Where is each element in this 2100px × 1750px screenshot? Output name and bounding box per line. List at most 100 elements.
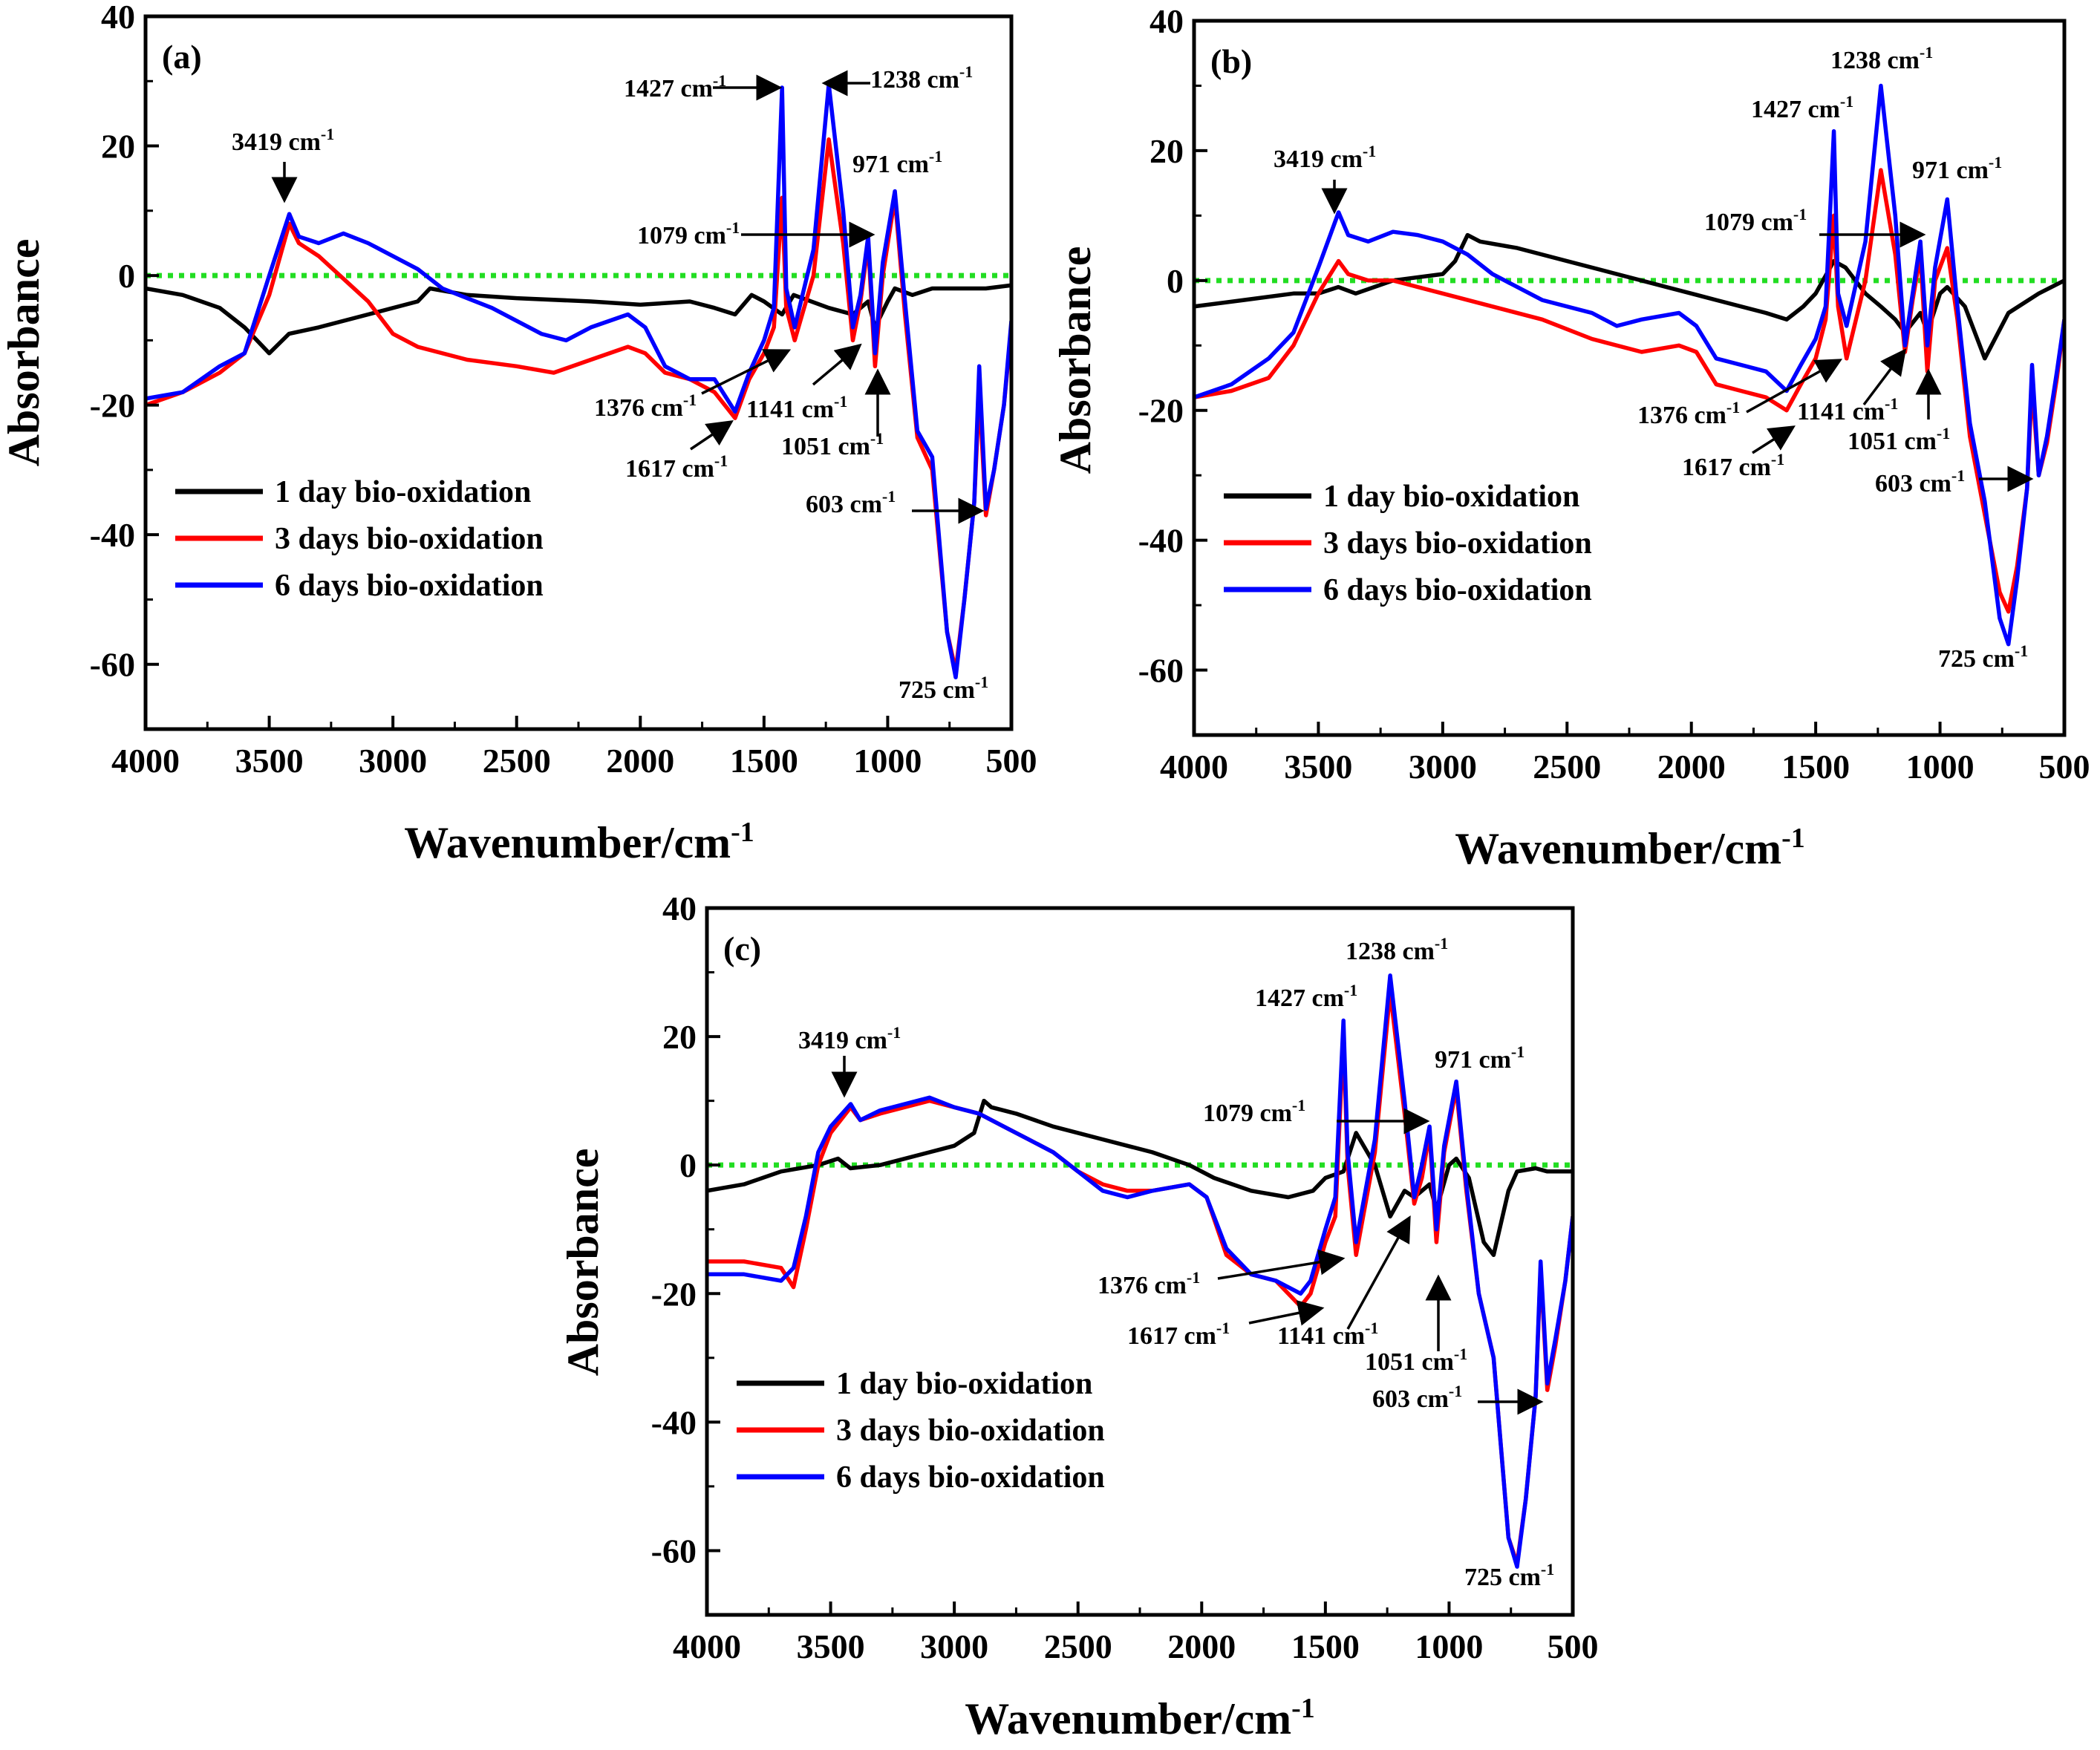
peak-annotation: 603 cm-1: [1372, 1382, 1462, 1413]
x-tick-label: 1500: [1291, 1627, 1360, 1665]
x-tick-label: 500: [986, 742, 1037, 780]
x-tick-label: 2000: [606, 742, 674, 780]
legend-label-1: 1 day bio-oxidation: [836, 1367, 1092, 1401]
x-axis-title: Wavenumber/cm-1: [1455, 823, 1805, 873]
legend-label-3: 6 days bio-oxidation: [836, 1460, 1105, 1495]
legend-label-2: 3 days bio-oxidation: [1323, 526, 1592, 561]
annotation-arrow: [1346, 1215, 1411, 1330]
panel-label: (b): [1210, 42, 1252, 80]
annotation-arrow: [1752, 425, 1796, 454]
annotation-arrow: [1248, 1300, 1325, 1326]
x-tick-label: 4000: [1160, 748, 1228, 786]
y-tick-label: 40: [101, 0, 135, 36]
peak-annotation: 1051 cm-1: [1365, 1345, 1467, 1376]
series-line-2: [1194, 168, 2064, 614]
peak-annotation: 725 cm-1: [899, 673, 988, 704]
x-axis-title: Wavenumber/cm-1: [965, 1693, 1315, 1743]
y-tick-label: 0: [1167, 262, 1184, 300]
peak-annotation: 1376 cm-1: [594, 391, 697, 422]
peak-annotation: 1238 cm-1: [870, 62, 973, 94]
peak-annotation: 603 cm-1: [806, 487, 896, 518]
y-tick-label: -40: [90, 516, 135, 554]
y-tick-label: -20: [1138, 392, 1184, 430]
peak-annotation: 1079 cm-1: [637, 218, 740, 249]
y-tick-label: -20: [90, 387, 135, 425]
y-tick-label: -40: [1138, 522, 1184, 560]
peak-annotation: 3419 cm-1: [798, 1023, 901, 1054]
peak-annotation: 1051 cm-1: [1848, 424, 1950, 455]
panel-label: (a): [162, 38, 202, 76]
peak-annotation: 1617 cm-1: [1127, 1319, 1230, 1350]
x-tick-label: 1000: [1415, 1627, 1483, 1665]
legend-label-1: 1 day bio-oxidation: [1323, 480, 1579, 514]
x-tick-label: 4000: [673, 1627, 741, 1665]
y-tick-label: -60: [651, 1532, 697, 1570]
x-tick-label: 500: [1548, 1627, 1599, 1665]
peak-annotation: 971 cm-1: [1435, 1042, 1525, 1074]
peak-annotation: 1141 cm-1: [746, 392, 847, 423]
annotation-arrow: [812, 343, 862, 386]
peak-annotation: 1079 cm-1: [1203, 1096, 1305, 1127]
peak-annotation: 1427 cm-1: [1751, 92, 1853, 123]
peak-annotation: 1238 cm-1: [1346, 934, 1448, 965]
y-tick-label: -60: [90, 646, 135, 684]
series-group: [1194, 83, 2064, 647]
peak-annotation: 1051 cm-1: [781, 429, 884, 460]
annotation-arrow: [701, 349, 792, 395]
y-axis-title: Absorbance: [558, 1149, 607, 1377]
y-tick-label: -40: [651, 1403, 697, 1441]
x-axis-title: Wavenumber/cm-1: [404, 817, 754, 867]
chart-panel-0: 4000 3500 3000 2500 2000 1500 1000 500 40 20 0 -20 -…: [0, 0, 1037, 867]
peak-annotation: 3419 cm-1: [1274, 142, 1376, 173]
chart-panel-1: 4000 3500 3000 2500 2000 1500 1000 500 40 20 0 -20 -…: [1051, 2, 2090, 873]
x-tick-label: 3000: [920, 1627, 988, 1665]
y-tick-label: 0: [118, 257, 135, 295]
peak-annotation: 1238 cm-1: [1830, 43, 1933, 74]
legend-label-1: 1 day bio-oxidation: [275, 475, 531, 509]
series-line-1: [1194, 232, 2064, 361]
legend-label-2: 3 days bio-oxidation: [275, 522, 544, 556]
y-tick-label: 0: [679, 1146, 697, 1184]
x-tick-label: 2000: [1167, 1627, 1236, 1665]
x-tick-label: 1000: [853, 742, 922, 780]
annotation-arrow: [1862, 348, 1907, 406]
y-axis-title: Absorbance: [1051, 246, 1100, 474]
series-group: [146, 82, 1011, 679]
x-tick-label: 3500: [1284, 748, 1352, 786]
y-tick-label: 20: [101, 128, 135, 166]
panel-label: (c): [723, 930, 761, 967]
peak-annotation: 1079 cm-1: [1704, 205, 1807, 236]
x-tick-label: 2000: [1657, 748, 1726, 786]
x-tick-label: 2500: [1533, 748, 1601, 786]
x-tick-label: 3000: [1409, 748, 1477, 786]
annotation-arrow: [1746, 359, 1843, 414]
chart-panel-2: 4000 3500 3000 2500 2000 1500 1000 500 40 20 0 -20 -…: [558, 889, 1599, 1743]
legend-label-3: 6 days bio-oxidation: [1323, 573, 1592, 607]
x-tick-label: 3000: [359, 742, 427, 780]
peak-annotation: 603 cm-1: [1875, 466, 1965, 497]
x-tick-label: 1500: [1781, 748, 1850, 786]
peak-annotation: 1617 cm-1: [1682, 450, 1784, 481]
series-line-3: [707, 973, 1573, 1569]
peak-annotation: 1617 cm-1: [625, 451, 728, 483]
y-tick-label: 40: [1150, 2, 1184, 40]
peak-annotation: 1427 cm-1: [624, 71, 726, 102]
peak-annotation: 1376 cm-1: [1098, 1268, 1200, 1299]
peak-annotation: 971 cm-1: [1912, 153, 2002, 184]
y-axis-title: Absorbance: [0, 239, 48, 467]
x-tick-label: 500: [2039, 748, 2090, 786]
series-line-3: [146, 82, 1011, 679]
peak-annotation: 1141 cm-1: [1277, 1319, 1378, 1350]
peak-annotation: 725 cm-1: [1938, 641, 2028, 673]
series-line-3: [1194, 83, 2064, 647]
y-tick-label: -60: [1138, 652, 1184, 690]
plot-frame: [143, 14, 1014, 731]
annotation-arrow: [690, 420, 734, 451]
y-tick-label: 40: [662, 889, 697, 927]
x-tick-label: 4000: [111, 742, 180, 780]
peak-annotation: 1141 cm-1: [1797, 394, 1898, 425]
x-tick-label: 2500: [483, 742, 551, 780]
peak-annotation: 1376 cm-1: [1637, 398, 1740, 429]
plot-frame: [1192, 19, 2067, 737]
